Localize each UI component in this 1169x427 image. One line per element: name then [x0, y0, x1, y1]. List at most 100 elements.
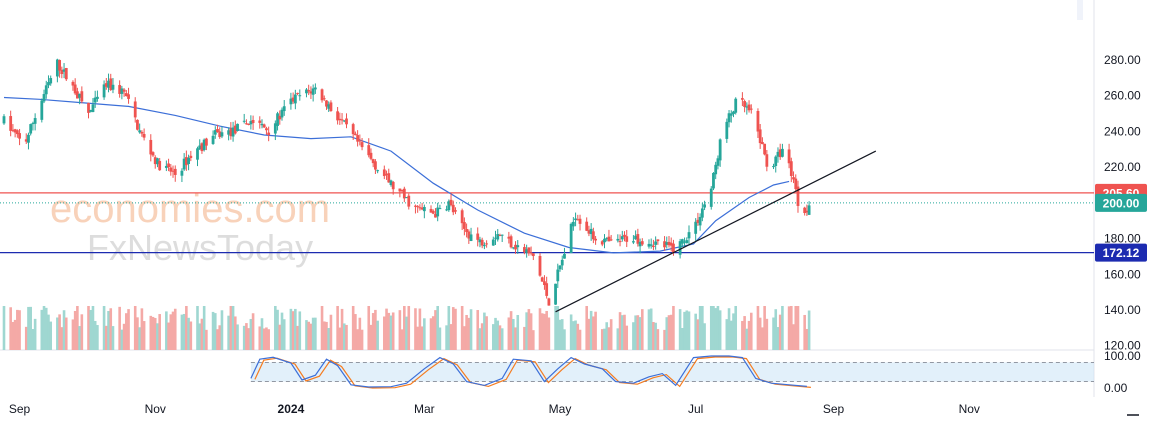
- volume-bar: [729, 320, 733, 350]
- volume-bar: [667, 315, 671, 350]
- volume-bar: [556, 306, 560, 350]
- candle-body: [73, 84, 77, 94]
- candle-body: [516, 245, 520, 248]
- candle-body: [616, 238, 620, 241]
- candle-body: [55, 59, 59, 77]
- volume-bar: [262, 328, 266, 350]
- candle-body: [329, 102, 333, 111]
- candle-body: [33, 118, 37, 124]
- volume-bar: [40, 309, 44, 350]
- candle-body: [340, 119, 344, 121]
- candle-body: [632, 241, 635, 243]
- candle-body: [594, 238, 597, 241]
- candle-body: [460, 210, 464, 224]
- candle-body: [122, 89, 126, 92]
- candle-body: [153, 157, 157, 165]
- volume-bar: [491, 324, 495, 350]
- volume-bar: [407, 306, 411, 350]
- candle-body: [434, 214, 437, 218]
- candle-body: [454, 210, 457, 212]
- volume-bar: [460, 306, 464, 350]
- candle-body: [311, 88, 315, 95]
- volume-bar: [120, 329, 124, 350]
- candle-body: [249, 121, 253, 125]
- candle-body: [387, 173, 391, 183]
- price-axis[interactable]: 280.00 260.00 240.00 220.00 180.00 160.00 140.…: [1095, 53, 1147, 395]
- volume-bar: [741, 320, 744, 350]
- volume-bar: [403, 306, 406, 350]
- volume-bar: [434, 310, 437, 350]
- candle-body: [289, 98, 293, 105]
- volume-bar: [431, 316, 435, 350]
- time-axis[interactable]: Sep Nov 2024 Mar May Jul Sep Nov: [9, 402, 980, 416]
- volume-bar: [554, 306, 557, 350]
- volume-bar: [33, 318, 37, 350]
- candle-body: [382, 169, 386, 177]
- volume-bar: [469, 309, 473, 350]
- volume-bar: [385, 308, 388, 350]
- volume-bar: [436, 306, 439, 350]
- volume-bar: [165, 311, 168, 350]
- volume-bar: [294, 308, 297, 350]
- volume-bar: [158, 314, 161, 350]
- volume-bar: [429, 318, 433, 350]
- candle-body: [416, 206, 420, 208]
- candles: [2, 58, 811, 306]
- volume-bar: [685, 310, 689, 350]
- candle-body: [805, 210, 809, 213]
- moving-average: [3, 96, 790, 254]
- candle-body: [342, 120, 346, 122]
- volume-bar: [732, 313, 735, 350]
- time-tick-label: May: [549, 402, 572, 416]
- candle-body: [778, 149, 782, 158]
- candle-body: [447, 201, 451, 211]
- candle-body: [807, 205, 811, 215]
- candle-body: [156, 158, 159, 165]
- candle-body: [732, 111, 735, 115]
- candle-body: [120, 88, 124, 94]
- candle-body: [385, 173, 388, 175]
- volume-bar: [47, 314, 50, 350]
- candle-body: [376, 170, 380, 172]
- volume-bar: [618, 312, 622, 350]
- volume-bar: [620, 315, 624, 350]
- volume-bar: [11, 321, 15, 350]
- price-tick-label: 220.00: [1104, 160, 1141, 174]
- volume-bar: [260, 318, 264, 350]
- volume-bar: [634, 315, 637, 350]
- candle-body: [24, 139, 28, 142]
- volume-bar: [242, 325, 246, 350]
- volume-bar: [576, 323, 580, 350]
- candle-body: [111, 84, 115, 90]
- volume-bar: [483, 312, 486, 350]
- volume-bar: [451, 307, 455, 350]
- volume-bar: [507, 317, 511, 350]
- candle-body: [683, 241, 686, 243]
- volume-bar: [678, 309, 682, 350]
- volume-bar: [185, 306, 188, 350]
- candle-body: [89, 110, 93, 112]
- candle-body: [171, 170, 175, 172]
- candle-body: [467, 231, 471, 239]
- candle-body: [794, 178, 798, 190]
- volume-bar: [683, 311, 686, 350]
- volume-bar: [416, 326, 419, 350]
- candle-body: [371, 159, 375, 164]
- trendline[interactable]: [555, 150, 877, 313]
- volume-bar: [320, 306, 324, 350]
- candle-body: [605, 238, 609, 240]
- horizontal-levels[interactable]: [0, 192, 1094, 254]
- candle-body: [356, 135, 360, 142]
- candle-body: [438, 208, 442, 210]
- volume-bar: [603, 328, 606, 350]
- candle-body: [727, 113, 731, 123]
- volume-bar: [525, 312, 528, 350]
- candle-body: [402, 188, 406, 199]
- volume-bar: [772, 317, 775, 350]
- candle-body: [369, 152, 373, 159]
- candle-body: [511, 247, 515, 249]
- candle-body: [42, 94, 46, 102]
